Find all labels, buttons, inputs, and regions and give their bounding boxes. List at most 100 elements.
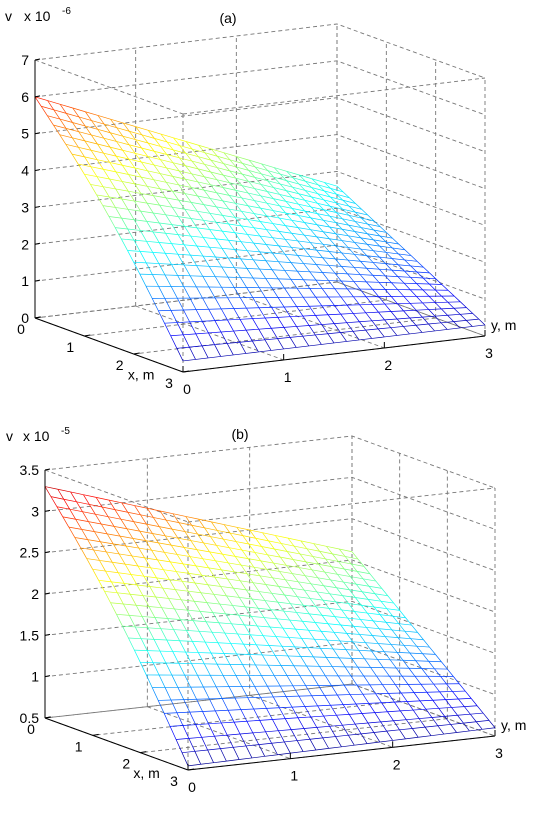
mesh-line: [260, 184, 274, 188]
mesh-line: [153, 179, 161, 189]
mesh-line: [215, 560, 222, 571]
mesh-line: [285, 238, 298, 242]
mesh-line: [379, 245, 393, 249]
mesh-line: [280, 556, 294, 560]
mesh-line: [239, 597, 246, 608]
mesh-line: [249, 529, 256, 539]
mesh-line: [230, 643, 244, 645]
mesh-line: [191, 525, 198, 535]
mesh-line: [267, 180, 274, 188]
mesh-line: [226, 734, 234, 748]
mesh-line: [171, 224, 179, 235]
mesh-line: [150, 567, 157, 579]
mesh-line: [385, 241, 393, 249]
mesh-line: [284, 254, 292, 263]
mesh-line: [127, 208, 141, 212]
mesh-line: [342, 208, 350, 216]
mesh-line: [397, 276, 411, 278]
mesh-line: [215, 238, 229, 241]
mesh-line: [299, 567, 312, 571]
mesh-line: [392, 738, 406, 741]
mesh-line: [319, 550, 333, 555]
mesh-line: [366, 255, 374, 263]
mesh-line: [198, 518, 212, 523]
mesh-line: [343, 703, 357, 705]
mesh-line: [293, 545, 307, 550]
mesh-line: [409, 317, 417, 326]
mesh-line: [65, 143, 79, 148]
mesh-line: [270, 609, 278, 620]
mesh-line: [349, 589, 363, 593]
mesh-line: [411, 624, 418, 633]
z-tick-label: 2.5: [20, 545, 40, 561]
mesh-line: [158, 263, 172, 265]
mesh-line: [453, 307, 461, 315]
mesh-line: [336, 185, 344, 193]
mesh-line: [435, 278, 443, 285]
mesh-line: [259, 720, 266, 732]
mesh-line: [378, 628, 386, 637]
mesh-line: [246, 573, 260, 577]
mesh-line: [359, 304, 367, 314]
mesh-line: [115, 207, 129, 210]
mesh-line: [223, 524, 231, 534]
mesh-line: [333, 631, 347, 634]
mesh-line: [188, 573, 202, 576]
mesh-line: [291, 587, 305, 591]
mesh-line: [216, 179, 224, 188]
mesh-line: [311, 196, 325, 201]
mesh-line: [311, 196, 318, 204]
mesh-line: [323, 199, 331, 207]
mesh-line: [291, 219, 305, 223]
mesh-line: [297, 255, 311, 257]
mesh-line: [450, 722, 464, 725]
mesh-line: [151, 550, 158, 561]
mesh-line: [127, 228, 135, 241]
mesh-line: [440, 676, 447, 685]
mesh-line: [130, 593, 143, 596]
mesh-line: [366, 244, 374, 251]
mesh-line: [194, 582, 202, 593]
mesh-line: [122, 625, 129, 639]
mesh-line: [203, 189, 211, 199]
mesh-line: [148, 606, 156, 618]
mesh-line: [325, 675, 332, 686]
mesh-line: [178, 184, 186, 194]
mesh-line: [227, 276, 235, 288]
mesh-line: [204, 163, 218, 168]
mesh-line: [412, 709, 420, 719]
mesh-line: [447, 314, 454, 322]
mesh-line: [234, 697, 242, 710]
mesh-line: [397, 276, 405, 284]
mesh-line: [317, 184, 325, 192]
mesh-line: [153, 195, 160, 206]
mesh-line: [145, 674, 153, 688]
mesh-line: [310, 715, 324, 718]
mesh-line: [280, 173, 293, 179]
mesh-line: [84, 173, 91, 185]
mesh-line: [116, 613, 130, 616]
mesh-line: [259, 251, 273, 254]
mesh-line: [140, 210, 148, 222]
mesh-line: [123, 583, 131, 595]
mesh-line: [239, 597, 253, 600]
mesh-line: [134, 183, 142, 194]
mesh-line: [133, 219, 141, 231]
mesh-line: [158, 242, 166, 254]
axes: [34, 58, 486, 373]
mesh-line: [126, 528, 140, 532]
mesh-line: [259, 575, 267, 585]
mesh-line: [216, 530, 224, 540]
mesh-line: [336, 694, 344, 705]
mesh-line: [233, 330, 241, 343]
mesh-line: [261, 173, 274, 178]
mesh-line: [199, 611, 207, 622]
mesh-line: [373, 239, 380, 247]
mesh-line: [292, 197, 305, 201]
mesh-line: [233, 287, 241, 298]
mesh-line: [136, 604, 149, 607]
mesh-line: [201, 575, 209, 585]
mesh-line: [343, 581, 350, 590]
mesh-line: [209, 229, 223, 232]
mesh-line: [279, 194, 287, 202]
